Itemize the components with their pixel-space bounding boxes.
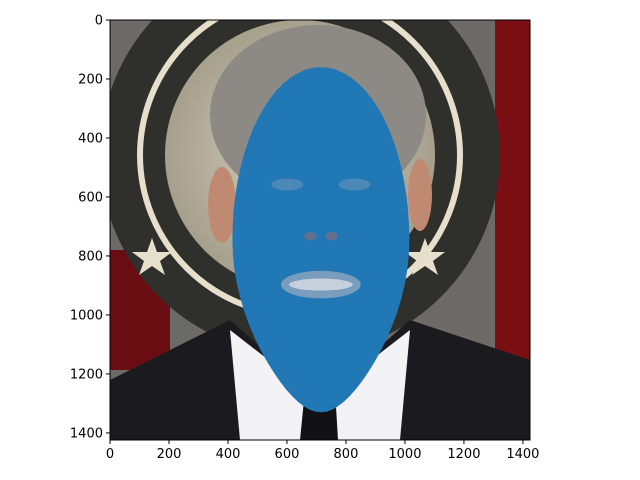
y-tick-label: 200 bbox=[78, 72, 103, 87]
y-tick-label: 1000 bbox=[70, 308, 103, 323]
ear-right bbox=[408, 159, 432, 231]
face-mesh-grid bbox=[232, 67, 410, 413]
y-tick-label: 1400 bbox=[70, 426, 103, 441]
mesh-eye-left bbox=[271, 178, 304, 191]
mesh-nostril-left bbox=[304, 231, 317, 241]
shirt-collar bbox=[230, 330, 410, 440]
seal-star-icon bbox=[132, 238, 172, 275]
x-tick-label: 200 bbox=[157, 447, 182, 462]
x-tick-label: 400 bbox=[216, 447, 241, 462]
x-tick-label: 1000 bbox=[388, 447, 421, 462]
seal-star-icon bbox=[405, 238, 445, 275]
y-tick-label: 1200 bbox=[70, 367, 103, 382]
x-tick-label: 600 bbox=[275, 447, 300, 462]
x-tick-label: 800 bbox=[334, 447, 359, 462]
ear-left bbox=[208, 167, 236, 243]
x-tick-label: 0 bbox=[106, 447, 114, 462]
mesh-nostril-right bbox=[325, 231, 338, 241]
x-tick-label: 1400 bbox=[506, 447, 539, 462]
y-tick-label: 600 bbox=[78, 190, 103, 205]
red-curtain-right bbox=[495, 20, 530, 360]
y-tick-label: 800 bbox=[78, 249, 103, 264]
mesh-eye-right bbox=[338, 178, 371, 191]
y-tick-label: 0 bbox=[95, 14, 103, 29]
suit-jacket bbox=[110, 320, 530, 440]
mesh-teeth bbox=[289, 278, 353, 291]
axes-frame bbox=[109, 19, 531, 441]
face-mesh-features bbox=[271, 178, 371, 299]
plot-area bbox=[110, 20, 530, 440]
x-tick-label: 1200 bbox=[447, 447, 480, 462]
y-tick-label: 400 bbox=[78, 131, 103, 146]
y-axis: 0 200 400 600 800 1000 1200 1400 bbox=[70, 14, 110, 441]
x-axis: 0 200 400 600 800 1000 1200 1400 bbox=[106, 440, 539, 462]
